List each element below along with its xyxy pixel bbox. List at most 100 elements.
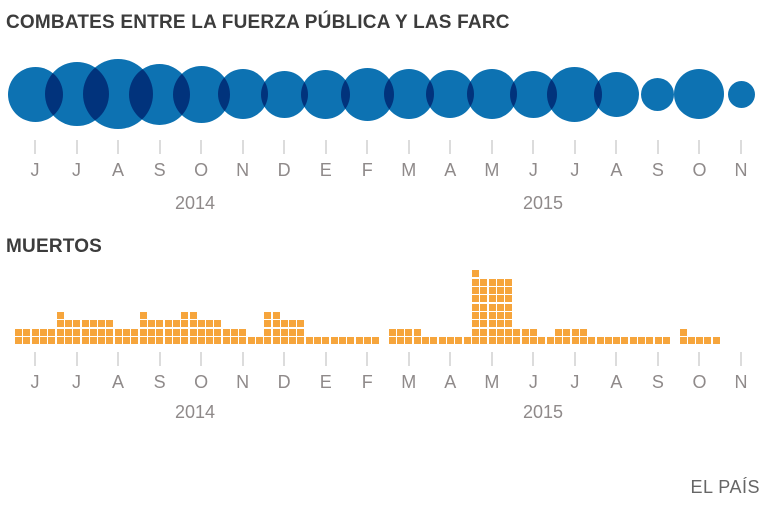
muerto-square (496, 311, 504, 319)
axis-tick (200, 140, 203, 154)
muerto-square (214, 328, 222, 336)
month-label-3: A (112, 160, 125, 180)
month-label-18: N (734, 372, 748, 392)
muerto-square (264, 320, 272, 328)
axis-tick (656, 140, 659, 154)
muerto-square (588, 337, 596, 344)
muerto-square (172, 320, 180, 328)
muerto-square (496, 286, 504, 294)
month-label-12: M (484, 372, 500, 392)
month-label-15: A (610, 372, 623, 392)
axis-tick (449, 352, 452, 366)
muerto-square (206, 328, 214, 336)
muerto-square (98, 337, 106, 344)
axis-tick (740, 352, 742, 366)
muerto-square (48, 328, 56, 336)
muerto-square (480, 278, 488, 286)
muerto-square (471, 286, 479, 294)
muerto-square (222, 328, 230, 336)
axis-tick (490, 352, 493, 366)
combat-bubble-11 (426, 70, 475, 118)
month-label-6: N (236, 372, 250, 392)
muerto-square (513, 337, 521, 344)
muerto-square (347, 337, 355, 344)
month-label-18: N (734, 160, 748, 180)
axis-tick (656, 352, 659, 366)
muerto-square (505, 320, 513, 328)
muerto-square (604, 337, 612, 344)
muerto-square (679, 337, 687, 344)
muerto-square (513, 328, 521, 336)
muerto-square (413, 337, 421, 344)
muerto-square (488, 303, 496, 311)
month-label-7: D (277, 372, 291, 392)
month-label-3: A (112, 372, 125, 392)
combates-chart-title: COMBATES ENTRE LA FUERZA PÚBLICA Y LAS F… (6, 12, 510, 33)
muerto-square (388, 337, 396, 344)
muerto-square (89, 337, 97, 344)
combat-bubble-15 (593, 71, 639, 117)
muerto-square (189, 328, 197, 336)
combat-bubble-10 (383, 69, 434, 119)
muerto-square (189, 337, 197, 344)
month-label-2: J (72, 372, 82, 392)
muerto-square (289, 337, 297, 344)
month-label-4: S (153, 372, 166, 392)
muerto-square (496, 337, 504, 344)
muerto-square (181, 337, 189, 344)
muerto-square (538, 337, 546, 344)
axis-tick (117, 352, 120, 366)
muerto-square (73, 337, 81, 344)
muerto-square (372, 337, 380, 344)
muerto-square (264, 337, 272, 344)
muerto-square (505, 303, 513, 311)
muerto-square (64, 328, 72, 336)
muerto-square (123, 328, 131, 336)
month-label-2: J (72, 160, 82, 180)
muerto-square (206, 337, 214, 344)
axis-tick (366, 140, 369, 154)
muerto-square (480, 295, 488, 303)
muerto-square (40, 328, 47, 336)
muerto-square (488, 328, 496, 336)
muerto-square (189, 320, 197, 328)
muerto-square (480, 311, 488, 319)
muerto-square (197, 328, 205, 336)
muerto-square (189, 311, 197, 319)
month-label-17: O (692, 372, 707, 392)
muerto-square (505, 286, 513, 294)
muerto-square (579, 337, 587, 344)
muerto-square (181, 320, 189, 328)
muerto-square (181, 328, 189, 336)
muerto-square (56, 328, 64, 336)
axis-tick (75, 352, 78, 366)
axis-tick (407, 140, 410, 154)
year-label-2015: 2015 (522, 402, 564, 422)
muerto-square (147, 328, 155, 336)
axis-tick (698, 140, 701, 154)
muerto-square (413, 328, 421, 336)
muerto-square (31, 337, 39, 344)
muerto-square (15, 337, 23, 344)
axis-tick (34, 352, 36, 366)
muerto-square (505, 278, 513, 286)
muerto-square (48, 337, 56, 344)
muerto-square (172, 337, 180, 344)
muerto-square (471, 270, 479, 278)
muerto-square (405, 337, 413, 344)
muerto-square (114, 328, 122, 336)
axis-tick (573, 140, 576, 154)
month-label-10: M (401, 372, 417, 392)
muerto-square (98, 320, 106, 328)
muerto-square (554, 328, 562, 336)
muerto-square (471, 320, 479, 328)
muerto-square (438, 337, 446, 344)
combat-bubble-17 (674, 69, 725, 119)
muerto-square (471, 311, 479, 319)
muerto-square (164, 320, 172, 328)
year-label-2014: 2014 (174, 402, 216, 422)
muerto-square (687, 337, 695, 344)
muerto-square (712, 337, 720, 344)
muerto-square (239, 328, 247, 336)
